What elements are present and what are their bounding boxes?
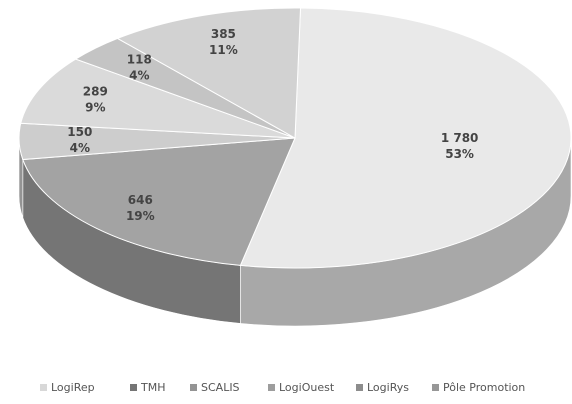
legend-label: TMH <box>140 381 165 394</box>
percent-label: 19% <box>126 209 155 223</box>
value-label: 118 <box>127 52 152 66</box>
percent-label: 53% <box>445 147 474 161</box>
legend-label: Pôle Promotion <box>443 381 525 394</box>
legend-swatch <box>268 384 275 391</box>
legend-swatch <box>432 384 439 391</box>
legend-swatch <box>190 384 197 391</box>
legend-label: LogiOuest <box>279 381 335 394</box>
legend-swatch <box>356 384 363 391</box>
pie-slice <box>20 58 296 139</box>
pie-slice <box>22 137 296 266</box>
percent-label: 4% <box>129 68 149 82</box>
value-label: 289 <box>83 85 108 99</box>
value-label: 646 <box>128 193 153 207</box>
pie-slice <box>116 7 302 139</box>
legend-label: LogiRep <box>51 381 95 394</box>
legend-swatch <box>130 384 137 391</box>
percent-label: 11% <box>209 43 238 57</box>
percent-label: 4% <box>70 141 90 155</box>
value-label: 150 <box>67 125 92 139</box>
legend-label: LogiRys <box>367 381 409 394</box>
legend-label: SCALIS <box>201 381 240 394</box>
value-label: 1 780 <box>441 131 479 145</box>
pie-slice <box>239 7 572 269</box>
value-label: 385 <box>211 27 236 41</box>
percent-label: 9% <box>85 101 105 115</box>
legend-swatch <box>40 384 47 391</box>
